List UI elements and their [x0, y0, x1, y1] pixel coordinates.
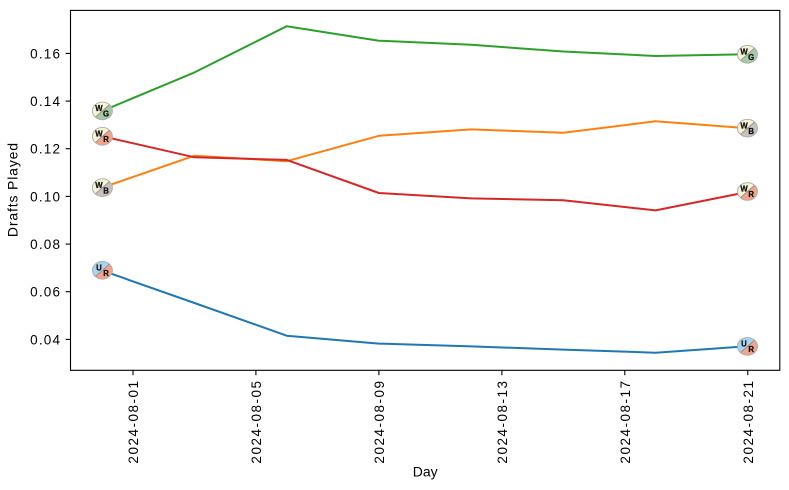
- svg-text:Day: Day: [413, 463, 438, 479]
- svg-text:R: R: [748, 190, 754, 199]
- svg-text:W: W: [740, 185, 748, 194]
- svg-text:0.08: 0.08: [30, 237, 61, 252]
- svg-text:2024-08-17: 2024-08-17: [618, 380, 633, 464]
- svg-text:U: U: [96, 264, 102, 273]
- svg-text:W: W: [740, 48, 748, 57]
- svg-text:2024-08-05: 2024-08-05: [249, 380, 264, 464]
- svg-text:R: R: [748, 345, 754, 354]
- svg-text:0.12: 0.12: [30, 142, 61, 157]
- svg-text:Drafts Played: Drafts Played: [5, 142, 21, 237]
- svg-text:B: B: [103, 186, 109, 195]
- svg-text:0.06: 0.06: [30, 285, 61, 300]
- svg-text:R: R: [103, 269, 109, 278]
- svg-text:0.14: 0.14: [30, 94, 61, 109]
- svg-text:W: W: [95, 130, 103, 139]
- svg-text:W: W: [95, 181, 103, 190]
- svg-text:2024-08-21: 2024-08-21: [741, 380, 756, 464]
- svg-text:0.04: 0.04: [30, 332, 61, 347]
- svg-text:2024-08-13: 2024-08-13: [495, 380, 510, 464]
- svg-text:U: U: [741, 340, 747, 349]
- svg-text:G: G: [103, 110, 109, 119]
- svg-text:R: R: [103, 135, 109, 144]
- svg-text:G: G: [748, 53, 754, 62]
- svg-text:W: W: [740, 121, 748, 130]
- svg-text:B: B: [748, 127, 754, 136]
- svg-text:0.16: 0.16: [30, 46, 61, 61]
- svg-text:2024-08-01: 2024-08-01: [126, 380, 141, 464]
- svg-text:2024-08-09: 2024-08-09: [372, 380, 387, 464]
- svg-text:0.10: 0.10: [30, 189, 61, 204]
- svg-text:W: W: [95, 104, 103, 113]
